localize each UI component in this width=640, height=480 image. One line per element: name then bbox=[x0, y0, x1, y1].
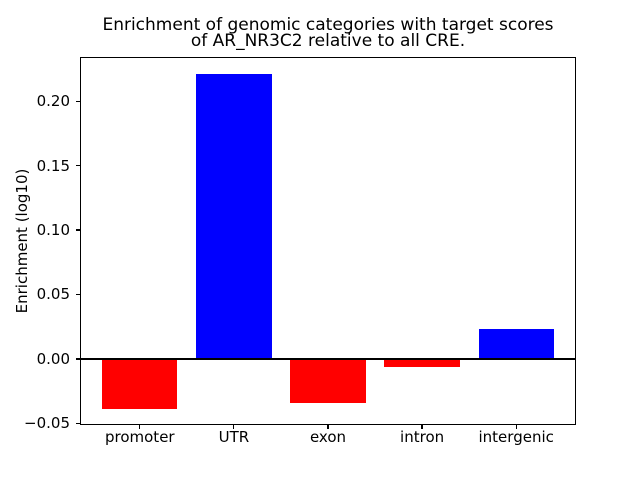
y-tick-mark bbox=[76, 422, 81, 424]
bar-promoter bbox=[102, 358, 178, 410]
x-tick-label: promoter bbox=[104, 427, 175, 446]
y-tick-label: 0.20 bbox=[36, 92, 70, 111]
zero-line bbox=[81, 357, 575, 361]
bar-intron bbox=[384, 358, 460, 367]
bar-UTR bbox=[196, 74, 272, 359]
x-tick-mark bbox=[233, 424, 235, 429]
y-tick-mark bbox=[76, 358, 81, 360]
y-tick-mark bbox=[76, 165, 81, 167]
x-tick-label: intron bbox=[400, 427, 445, 446]
x-tick-label: UTR bbox=[218, 427, 250, 446]
y-tick-label: 0.10 bbox=[36, 221, 70, 240]
bar-exon bbox=[290, 358, 366, 403]
x-tick-mark bbox=[421, 424, 423, 429]
y-tick-label: 0.00 bbox=[36, 349, 70, 368]
bar-intergenic bbox=[478, 329, 554, 359]
x-tick-mark bbox=[515, 424, 517, 429]
y-tick-label: −0.05 bbox=[24, 414, 70, 433]
y-tick-mark bbox=[76, 293, 81, 296]
x-tick-label: exon bbox=[309, 427, 347, 446]
y-tick-label: 0.15 bbox=[36, 156, 70, 175]
x-tick-mark bbox=[327, 424, 329, 429]
x-tick-mark bbox=[139, 424, 141, 429]
y-tick-mark bbox=[76, 100, 81, 102]
chart-title: Enrichment of genomic categories with ta… bbox=[102, 15, 554, 51]
x-tick-label: intergenic bbox=[478, 427, 554, 446]
y-tick-label: 0.05 bbox=[36, 285, 70, 304]
y-tick-mark bbox=[76, 229, 81, 231]
